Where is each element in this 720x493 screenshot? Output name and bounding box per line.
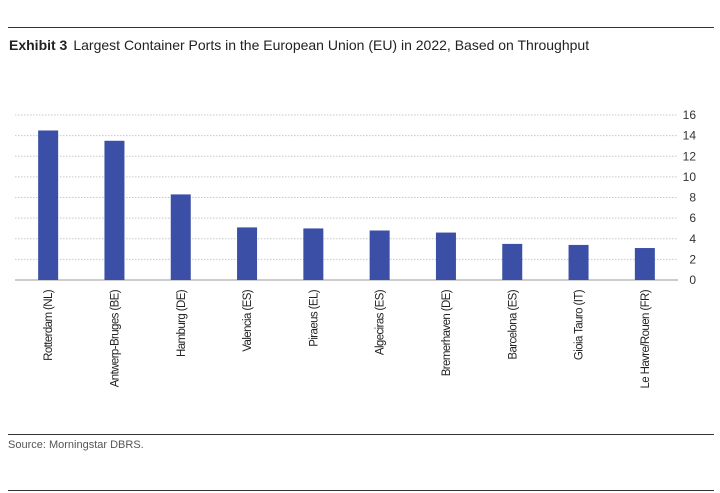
x-tick-label: Hamburg (DE) [176, 289, 188, 357]
x-tick-label: Antwerp-Bruges (BE) [109, 289, 121, 387]
gridlines [15, 114, 678, 281]
x-tick-label: Rotterdam (NL) [43, 289, 55, 361]
exhibit-title: Exhibit 3 Largest Container Ports in the … [9, 37, 589, 53]
x-tick-label: Bremerhaven (DE) [441, 289, 453, 376]
y-axis-ticks: 0 2 4 6 8 10 12 14 16 [683, 108, 697, 287]
x-axis-labels: Rotterdam (NL) Antwerp-Bruges (BE) Hamburg… [43, 289, 652, 388]
bar [369, 230, 390, 280]
y-tick-label: 12 [683, 149, 697, 163]
y-tick-label: 14 [683, 129, 697, 143]
x-tick-label: Barcelona (ES) [507, 289, 519, 359]
y-tick-label: 8 [689, 191, 696, 205]
bar [104, 140, 125, 280]
y-tick-label: 0 [689, 273, 696, 287]
bar-chart: 0 2 4 6 8 10 12 14 16 Rotterdam (NL) Antwerp-Brug… [15, 108, 697, 389]
bars [38, 130, 655, 280]
bar [237, 227, 258, 280]
bar [170, 194, 191, 280]
bar [502, 243, 523, 280]
bar [435, 232, 456, 280]
x-tick-label: Valencia (ES) [242, 289, 254, 351]
top-rule [8, 27, 714, 28]
y-tick-label: 4 [689, 232, 696, 246]
bar [634, 248, 655, 280]
bottom-rule [8, 490, 714, 491]
y-tick-label: 2 [689, 252, 696, 266]
footer-rule [8, 434, 714, 435]
x-tick-label: Piraeus (EL) [308, 289, 320, 346]
x-tick-label: Le Havre/Rouen (FR) [640, 289, 652, 388]
x-tick-label: Gioia Tauro (IT) [574, 289, 586, 360]
y-tick-label: 16 [683, 108, 697, 122]
exhibit-number: Exhibit 3 [9, 37, 68, 53]
y-tick-label: 6 [689, 211, 696, 225]
source-note: Source: Morningstar DBRS. [8, 439, 144, 451]
chart-title: Largest Container Ports in the European … [73, 37, 590, 53]
y-tick-label: 10 [683, 170, 697, 184]
bar [303, 228, 324, 280]
bar [568, 244, 589, 280]
x-tick-label: Algeciras (ES) [375, 289, 387, 355]
bar [38, 130, 59, 280]
